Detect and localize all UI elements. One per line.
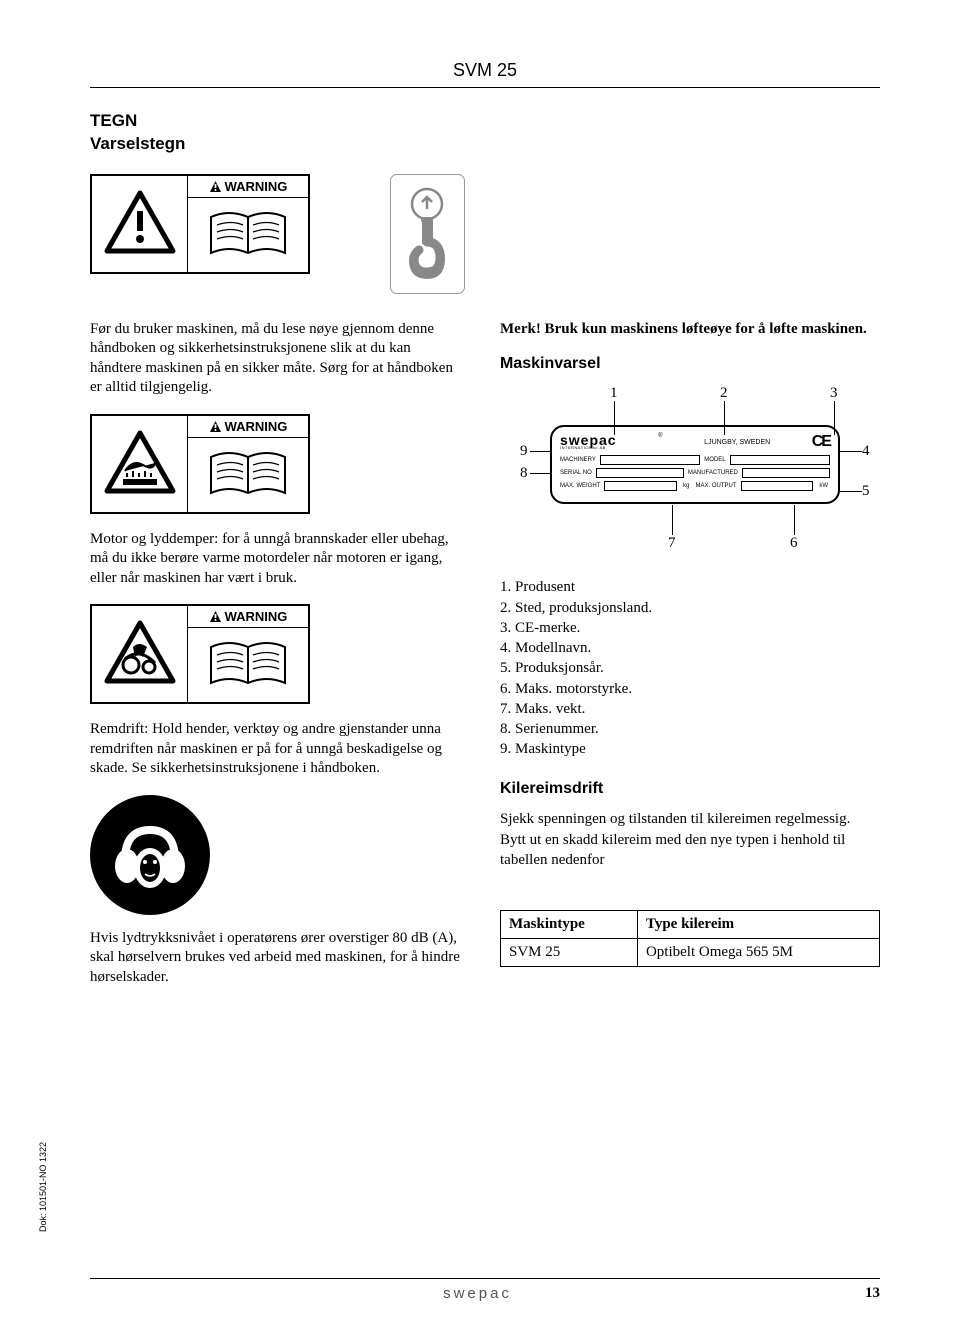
- legend-item: 9. Maskintype: [500, 739, 880, 759]
- hot-surface-triangle-icon: [92, 416, 188, 512]
- np-field-manufactured: [742, 468, 830, 478]
- header-rule: [90, 87, 880, 88]
- np-label-maxweight: MAX. WEIGHT: [560, 483, 600, 489]
- callout-9: 9: [520, 443, 528, 460]
- legend-item: 3. CE-merke.: [500, 618, 880, 638]
- legend-item: 8. Serienummer.: [500, 719, 880, 739]
- nameplate: swepac INTERNATIONAL AB ® LJUNGBY, SWEDE…: [550, 425, 840, 504]
- legend-item: 6. Maks. motorstyrke.: [500, 679, 880, 699]
- warning-box-read-manual: WARNING: [90, 174, 310, 274]
- footer-rule: [90, 1278, 880, 1279]
- ce-mark-icon: CE: [812, 433, 830, 451]
- callout-1: 1: [610, 385, 618, 402]
- legend-item: 4. Modellnavn.: [500, 638, 880, 658]
- lift-point-icon: [390, 174, 465, 294]
- icon-row: WARNING: [90, 174, 880, 294]
- warning-triangle-icon: [92, 176, 188, 272]
- callout-7: 7: [668, 535, 676, 552]
- heading-kilereim: Kilereimsdrift: [500, 780, 880, 798]
- warning-box-belt: WARNING: [90, 604, 310, 704]
- footer: swepac 13: [0, 1278, 960, 1302]
- heading-maskinvarsel: Maskinvarsel: [500, 355, 880, 373]
- table-row: SVM 25 Optibelt Omega 565 5M: [501, 939, 880, 967]
- warning-label: WARNING: [225, 609, 288, 624]
- warning-label: WARNING: [225, 419, 288, 434]
- page-header-model: SVM 25: [90, 60, 880, 81]
- warning-small-triangle-icon: [209, 180, 222, 193]
- belt-table: Maskintype Type kilereim SVM 25 Optibelt…: [500, 910, 880, 967]
- manual-book-icon: [188, 438, 308, 512]
- para-belt: Remdrift: Hold hender, verktøy og andre …: [90, 720, 460, 779]
- nameplate-legend: 1. Produsent 2. Sted, produksjonsland. 3…: [500, 577, 880, 759]
- table-header-machine-type: Maskintype: [501, 911, 638, 939]
- np-field-maxweight: [604, 481, 677, 491]
- np-field-serial: [596, 468, 684, 478]
- legend-item: 2. Sted, produksjonsland.: [500, 598, 880, 618]
- warning-small-triangle-icon: [209, 420, 222, 433]
- para-kilereim-1: Sjekk spenningen og tilstanden til kiler…: [500, 810, 880, 830]
- nameplate-brand-sub: INTERNATIONAL AB: [560, 446, 617, 449]
- np-unit-kw: kW: [817, 483, 830, 489]
- legend-item: 1. Produsent: [500, 577, 880, 597]
- page-number: 13: [865, 1285, 880, 1302]
- np-field-model: [730, 455, 830, 465]
- callout-5: 5: [862, 483, 870, 500]
- np-label-machinery: MACHINERY: [560, 457, 596, 463]
- legend-item: 5. Produksjonsår.: [500, 658, 880, 678]
- para-kilereim-2: Bytt ut en skadd kilereim med den nye ty…: [500, 831, 880, 870]
- nameplate-diagram: 1 2 3 4 5 6 7 8 9 swepac INTE: [500, 385, 880, 565]
- manual-book-icon: [188, 198, 308, 272]
- nameplate-brand: swepac INTERNATIONAL AB: [560, 435, 617, 449]
- doc-code: Dok: 101501-NO 1322: [38, 1142, 48, 1232]
- hearing-protection-icon: [90, 795, 210, 915]
- callout-8: 8: [520, 465, 528, 482]
- np-unit-kg: kg: [681, 483, 691, 489]
- np-label-manufactured: MANUFACTURED: [688, 470, 738, 476]
- np-label-maxoutput: MAX. OUTPUT: [696, 483, 737, 489]
- section-title: TEGN Varselstegn: [90, 110, 880, 156]
- section-title-line1: TEGN: [90, 111, 137, 130]
- manual-book-icon: [188, 628, 308, 702]
- para-hearing: Hvis lydtrykksnivået i operatørens ører …: [90, 929, 460, 988]
- table-cell-belt: Optibelt Omega 565 5M: [637, 939, 879, 967]
- warning-box-hot-surface: WARNING: [90, 414, 310, 514]
- callout-4: 4: [862, 443, 870, 460]
- np-label-model: MODEL: [704, 457, 725, 463]
- warning-small-triangle-icon: [209, 610, 222, 623]
- np-field-machinery: [600, 455, 700, 465]
- nameplate-reg: ®: [658, 433, 662, 439]
- para-hot-surface: Motor og lyddemper: for å unngå brannska…: [90, 530, 460, 589]
- table-cell-machine: SVM 25: [501, 939, 638, 967]
- note-lift-eye: Merk! Bruk kun maskinens løfteøye for å …: [500, 320, 880, 340]
- np-field-maxoutput: [741, 481, 814, 491]
- warning-label: WARNING: [225, 179, 288, 194]
- table-header-belt-type: Type kilereim: [637, 911, 879, 939]
- callout-6: 6: [790, 535, 798, 552]
- np-label-serial: SERIAL NO: [560, 470, 592, 476]
- legend-item: 7. Maks. vekt.: [500, 699, 880, 719]
- nameplate-location: LJUNGBY, SWEDEN: [704, 439, 770, 446]
- callout-3: 3: [830, 385, 838, 402]
- table-row: Maskintype Type kilereim: [501, 911, 880, 939]
- callout-2: 2: [720, 385, 728, 402]
- para-read-manual: Før du bruker maskinen, må du lese nøye …: [90, 320, 460, 398]
- section-title-line2: Varselstegn: [90, 134, 185, 153]
- footer-logo: swepac: [443, 1285, 512, 1302]
- belt-triangle-icon: [92, 606, 188, 702]
